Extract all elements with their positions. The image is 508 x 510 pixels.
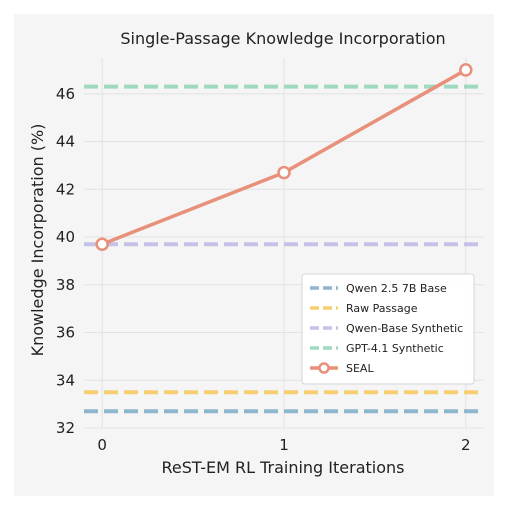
y-tick-label: 40 xyxy=(56,228,75,246)
legend-box xyxy=(301,273,475,385)
legend-label: GPT-4.1 Synthetic xyxy=(346,342,444,355)
y-axis-title: Knowledge Incorporation (%) xyxy=(28,124,47,357)
series-point xyxy=(95,237,109,251)
y-tick-label: 32 xyxy=(56,419,75,437)
y-tick-label: 36 xyxy=(56,324,75,342)
x-axis-title: ReST-EM RL Training Iterations xyxy=(161,458,404,477)
legend-label: Qwen 2.5 7B Base xyxy=(346,282,447,295)
chart-title: Single-Passage Knowledge Incorporation xyxy=(120,29,445,48)
legend-label: Qwen-Base Synthetic xyxy=(346,322,463,335)
y-tick-label: 44 xyxy=(56,133,75,151)
legend-label: Raw Passage xyxy=(346,302,418,315)
series-point xyxy=(277,165,291,180)
x-tick-label: 0 xyxy=(97,436,107,454)
chart-frame xyxy=(14,14,494,496)
x-tick-label: 1 xyxy=(279,436,289,454)
y-tick-label: 46 xyxy=(56,85,75,103)
y-tick-label: 38 xyxy=(56,276,75,294)
y-tick-label: 34 xyxy=(56,371,75,389)
legend-label: SEAL xyxy=(346,362,374,375)
y-tick-label: 42 xyxy=(56,180,75,198)
x-tick-label: 2 xyxy=(461,436,471,454)
series-point xyxy=(459,63,473,77)
legend-marker xyxy=(318,362,330,374)
